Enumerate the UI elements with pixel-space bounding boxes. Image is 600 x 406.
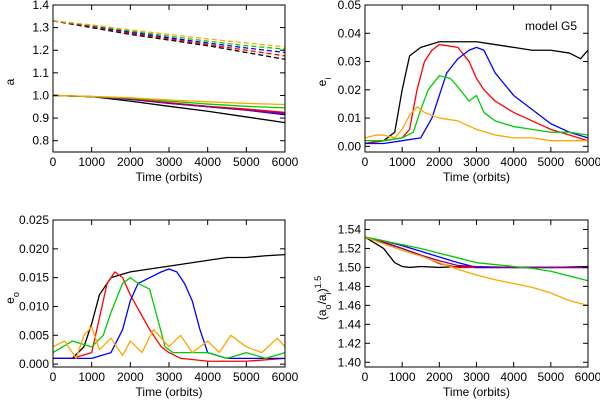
series-orange — [364, 106, 588, 142]
series-blue-inner — [52, 94, 286, 116]
y-tick-label: 0.000 — [19, 357, 49, 371]
y-tick-label: 0.05 — [338, 0, 362, 12]
series-black — [53, 253, 286, 360]
y-axis-label: ei — [315, 78, 333, 87]
y-tick-label: 0.025 — [19, 213, 49, 227]
x-tick-label: 2000 — [117, 370, 144, 384]
y-tick-label: 1.46 — [338, 298, 362, 312]
x-axis-label: Time (orbits) — [136, 385, 203, 399]
x-tick-label: 0 — [50, 370, 57, 384]
x-tick-label: 1000 — [78, 370, 105, 384]
panel-top-left: 0 1000 2000 3000 4000 5000 6000 0.8 0.9 1.0 1.1 1.2… — [3, 0, 299, 184]
series-orange — [52, 325, 286, 360]
x-tick-label: 5000 — [233, 155, 260, 169]
y-axis-label: a — [3, 78, 17, 85]
y-tick-label: 1.3 — [32, 21, 49, 35]
y-tick-label: 0.010 — [19, 299, 49, 313]
x-tick-label: 4000 — [500, 370, 527, 384]
series-red-outer — [52, 20, 286, 57]
x-axis-label: Time (orbits) — [443, 170, 510, 184]
x-tick-label: 4000 — [194, 370, 221, 384]
y-axis-label: (ao/ai)1.5 — [313, 276, 333, 320]
x-axis-label: Time (orbits) — [136, 170, 203, 184]
x-tick-label: 1000 — [78, 155, 105, 169]
x-axis-label: Time (orbits) — [443, 385, 510, 399]
y-tick-label: 0.00 — [338, 139, 362, 153]
x-tick-label: 0 — [362, 155, 369, 169]
y-tick-label: 0.03 — [338, 55, 362, 69]
y-tick-label: 1.4 — [32, 0, 49, 12]
x-tick-label: 5000 — [537, 370, 564, 384]
series-blue — [53, 268, 285, 360]
x-tick-label: 1000 — [389, 370, 416, 384]
x-tick-label: 0 — [362, 370, 369, 384]
x-tick-label: 2000 — [426, 155, 453, 169]
y-tick-label: 0.005 — [19, 328, 49, 342]
y-tick-label: 0.02 — [338, 83, 362, 97]
panel-bottom-left: 0 1000 2000 3000 4000 5000 6000 0.000 0.005 0.010… — [3, 213, 299, 399]
series-red — [53, 271, 286, 362]
x-tick-label: 3000 — [463, 370, 490, 384]
x-tick-label: 6000 — [575, 370, 600, 384]
x-tick-label: 0 — [50, 155, 57, 169]
y-tick-label: 1.2 — [32, 43, 49, 57]
x-tick-label: 1000 — [389, 155, 416, 169]
x-tick-label: 5000 — [233, 370, 260, 384]
y-tick-label: 0.01 — [338, 111, 362, 125]
series-orange-inner — [52, 94, 286, 106]
plot-frame — [52, 219, 286, 368]
y-tick-label: 1.50 — [338, 260, 362, 274]
x-tick-label: 4000 — [500, 155, 527, 169]
x-tick-label: 2000 — [117, 155, 144, 169]
panel-top-right: 0 1000 2000 3000 4000 5000 6000 0.00 0.01 0.02 0.0… — [315, 0, 600, 184]
y-tick-label: 1.1 — [32, 66, 49, 80]
series-green-outer — [52, 20, 286, 50]
y-tick-label: 1.42 — [338, 336, 362, 350]
series-orange — [364, 236, 589, 306]
y-tick-label: 0.04 — [338, 26, 362, 40]
x-tick-label: 6000 — [575, 155, 600, 169]
y-tick-label: 1.54 — [338, 222, 362, 236]
x-tick-label: 2000 — [426, 370, 453, 384]
x-tick-label: 6000 — [272, 370, 299, 384]
y-tick-label: 1.40 — [338, 355, 362, 369]
series-green — [365, 75, 589, 142]
panel-bottom-right: 0 1000 2000 3000 4000 5000 6000 1.40 1.42 1.44 1.4… — [313, 219, 600, 399]
y-tick-label: 0.020 — [19, 242, 49, 256]
x-tick-label: 3000 — [463, 155, 490, 169]
x-tick-label: 3000 — [156, 155, 183, 169]
y-axis-label: eo — [3, 292, 21, 304]
y-tick-label: 1.0 — [32, 88, 49, 102]
series-orange-outer — [52, 20, 286, 48]
series-green — [52, 276, 286, 360]
x-tick-label: 4000 — [194, 155, 221, 169]
plot-frame — [364, 219, 589, 368]
y-tick-label: 1.48 — [338, 279, 362, 293]
series-blue — [365, 46, 589, 145]
x-tick-label: 6000 — [272, 155, 299, 169]
y-tick-label: 0.8 — [32, 134, 49, 148]
y-tick-label: 1.52 — [338, 241, 362, 255]
series-blue-outer — [52, 20, 286, 54]
x-tick-label: 5000 — [537, 155, 564, 169]
series-green — [364, 236, 589, 282]
series-black — [364, 41, 589, 145]
x-tick-label: 3000 — [156, 370, 183, 384]
series-purple-inner — [52, 94, 286, 115]
y-tick-label: 0.015 — [19, 271, 49, 285]
annotation-model-label: model G5 — [525, 19, 577, 33]
series-black-outer — [52, 20, 286, 60]
y-tick-label: 1.44 — [338, 317, 362, 331]
y-tick-label: 0.9 — [32, 111, 49, 125]
series-purple — [364, 236, 588, 269]
